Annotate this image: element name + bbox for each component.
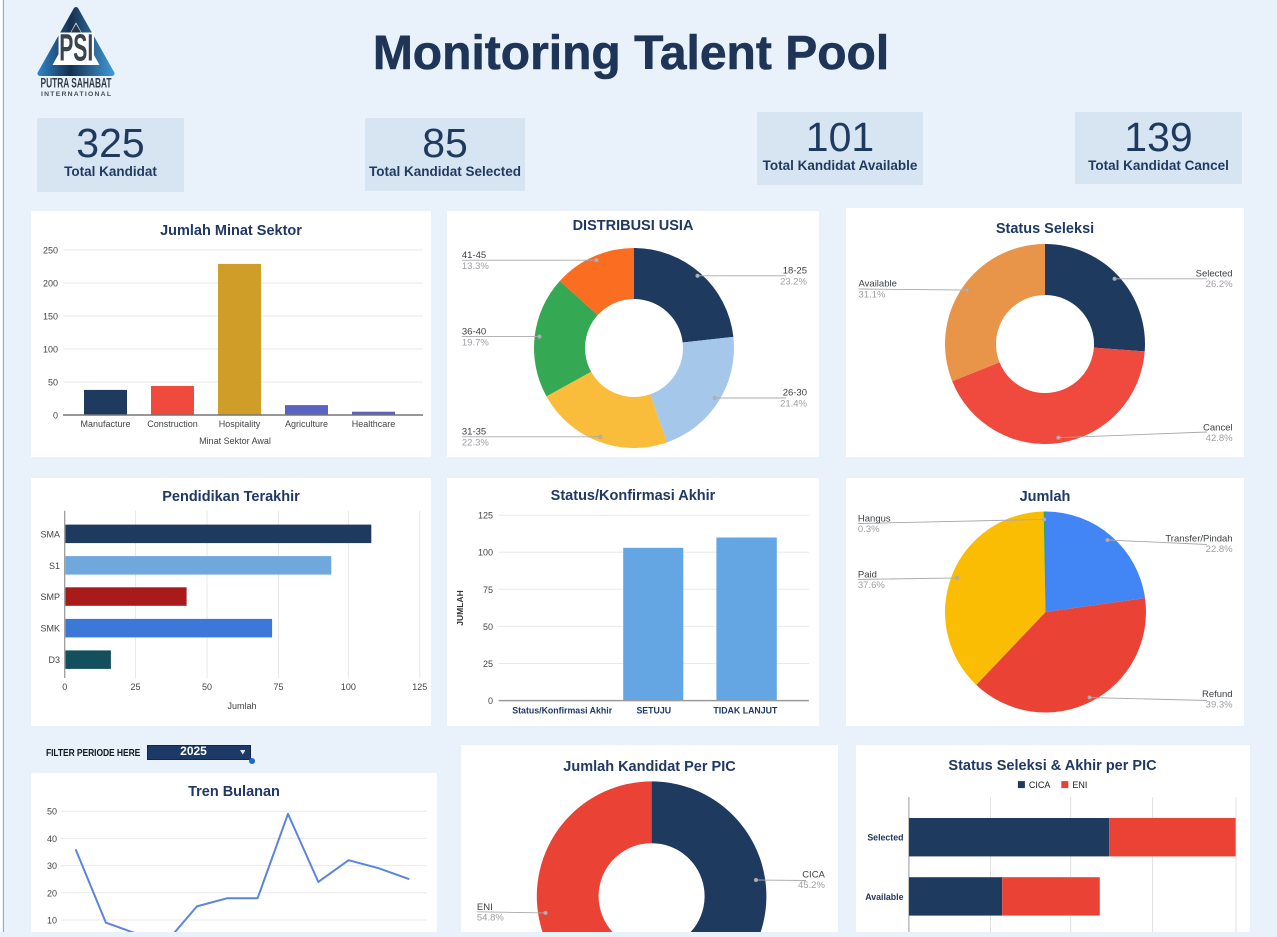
svg-text:Healthcare: Healthcare bbox=[352, 419, 396, 429]
svg-text:INTERNATIONAL: INTERNATIONAL bbox=[41, 91, 111, 97]
svg-text:Available: Available bbox=[865, 892, 903, 902]
svg-text:22.8%: 22.8% bbox=[1206, 544, 1233, 555]
svg-text:SETUJU: SETUJU bbox=[636, 706, 671, 716]
svg-text:50: 50 bbox=[48, 378, 58, 388]
svg-text:31.1%: 31.1% bbox=[859, 290, 886, 301]
svg-text:SMP: SMP bbox=[40, 592, 60, 602]
svg-text:Paid: Paid bbox=[858, 570, 877, 581]
svg-text:Manufacture: Manufacture bbox=[80, 419, 130, 429]
svg-text:41-45: 41-45 bbox=[462, 250, 486, 261]
svg-text:39.3%: 39.3% bbox=[1206, 700, 1233, 711]
svg-text:Selected: Selected bbox=[1196, 269, 1233, 280]
svg-text:25: 25 bbox=[130, 682, 140, 692]
svg-text:36-40: 36-40 bbox=[462, 327, 486, 338]
svg-text:150: 150 bbox=[43, 312, 58, 322]
svg-text:ENI: ENI bbox=[1072, 780, 1087, 790]
svg-text:10: 10 bbox=[47, 916, 57, 926]
svg-text:Status Seleksi & Akhir per PIC: Status Seleksi & Akhir per PIC bbox=[948, 758, 1157, 774]
svg-text:Tren Bulanan: Tren Bulanan bbox=[188, 784, 280, 800]
svg-text:75: 75 bbox=[483, 585, 493, 595]
svg-text:0: 0 bbox=[53, 411, 58, 421]
svg-text:Agriculture: Agriculture bbox=[285, 419, 328, 429]
svg-text:Jumlah: Jumlah bbox=[1020, 489, 1071, 505]
svg-text:CICA: CICA bbox=[802, 870, 825, 881]
svg-text:Hangus: Hangus bbox=[858, 514, 891, 525]
svg-text:45.2%: 45.2% bbox=[798, 880, 825, 891]
svg-text:23.2%: 23.2% bbox=[780, 277, 807, 288]
svg-text:PSI: PSI bbox=[59, 27, 93, 69]
svg-text:26-30: 26-30 bbox=[783, 388, 807, 399]
svg-text:40: 40 bbox=[47, 834, 57, 844]
svg-text:200: 200 bbox=[43, 279, 58, 289]
svg-text:Construction: Construction bbox=[147, 419, 198, 429]
svg-text:125: 125 bbox=[478, 511, 493, 521]
svg-text:SMA: SMA bbox=[40, 529, 60, 539]
svg-text:100: 100 bbox=[341, 682, 356, 692]
svg-text:54.8%: 54.8% bbox=[477, 913, 504, 924]
svg-text:100: 100 bbox=[43, 345, 58, 355]
svg-text:JUMLAH: JUMLAH bbox=[455, 590, 465, 625]
svg-text:42.8%: 42.8% bbox=[1206, 433, 1233, 444]
svg-text:Refund: Refund bbox=[1202, 689, 1233, 700]
svg-text:100: 100 bbox=[478, 548, 493, 558]
svg-text:Available: Available bbox=[859, 279, 897, 290]
svg-text:20: 20 bbox=[47, 888, 57, 898]
svg-text:PUTRA SAHABAT: PUTRA SAHABAT bbox=[41, 76, 112, 91]
svg-text:Selected: Selected bbox=[867, 833, 903, 843]
svg-text:D3: D3 bbox=[48, 655, 60, 665]
svg-text:30: 30 bbox=[47, 861, 57, 871]
svg-text:CICA: CICA bbox=[1029, 780, 1051, 790]
svg-text:Jumlah Minat Sektor: Jumlah Minat Sektor bbox=[160, 223, 302, 239]
svg-text:S1: S1 bbox=[49, 561, 60, 571]
svg-text:Minat Sektor Awal: Minat Sektor Awal bbox=[199, 436, 271, 446]
svg-text:37.6%: 37.6% bbox=[858, 580, 885, 591]
svg-text:ENI: ENI bbox=[477, 902, 493, 913]
svg-text:Jumlah Kandidat Per PIC: Jumlah Kandidat Per PIC bbox=[563, 759, 736, 775]
svg-text:DISTRIBUSI USIA: DISTRIBUSI USIA bbox=[573, 218, 694, 234]
svg-text:31-35: 31-35 bbox=[462, 427, 486, 438]
svg-text:22.3%: 22.3% bbox=[462, 438, 489, 449]
svg-text:50: 50 bbox=[47, 807, 57, 817]
svg-text:Status Seleksi: Status Seleksi bbox=[996, 221, 1094, 237]
svg-text:75: 75 bbox=[273, 682, 283, 692]
svg-text:Cancel: Cancel bbox=[1203, 423, 1233, 434]
svg-text:13.3%: 13.3% bbox=[462, 261, 489, 272]
svg-text:Transfer/Pindah: Transfer/Pindah bbox=[1165, 534, 1232, 545]
svg-text:50: 50 bbox=[202, 682, 212, 692]
svg-text:250: 250 bbox=[43, 246, 58, 256]
svg-text:0.3%: 0.3% bbox=[858, 524, 880, 535]
svg-text:0: 0 bbox=[488, 696, 493, 706]
svg-text:0: 0 bbox=[62, 682, 67, 692]
svg-text:26.2%: 26.2% bbox=[1206, 279, 1233, 290]
svg-text:SMK: SMK bbox=[40, 624, 60, 634]
svg-text:Hospitality: Hospitality bbox=[219, 419, 261, 429]
svg-text:Jumlah: Jumlah bbox=[227, 701, 256, 711]
svg-text:TIDAK LANJUT: TIDAK LANJUT bbox=[713, 706, 778, 716]
svg-text:Pendidikan Terakhir: Pendidikan Terakhir bbox=[162, 489, 300, 505]
svg-text:21.4%: 21.4% bbox=[780, 399, 807, 410]
svg-text:50: 50 bbox=[483, 622, 493, 632]
svg-text:Status/Konfirmasi Akhir: Status/Konfirmasi Akhir bbox=[512, 706, 612, 716]
svg-text:19.7%: 19.7% bbox=[462, 338, 489, 349]
svg-text:25: 25 bbox=[483, 659, 493, 669]
svg-text:125: 125 bbox=[412, 682, 427, 692]
svg-text:Status/Konfirmasi Akhir: Status/Konfirmasi Akhir bbox=[551, 488, 716, 504]
svg-text:18-25: 18-25 bbox=[783, 266, 807, 277]
